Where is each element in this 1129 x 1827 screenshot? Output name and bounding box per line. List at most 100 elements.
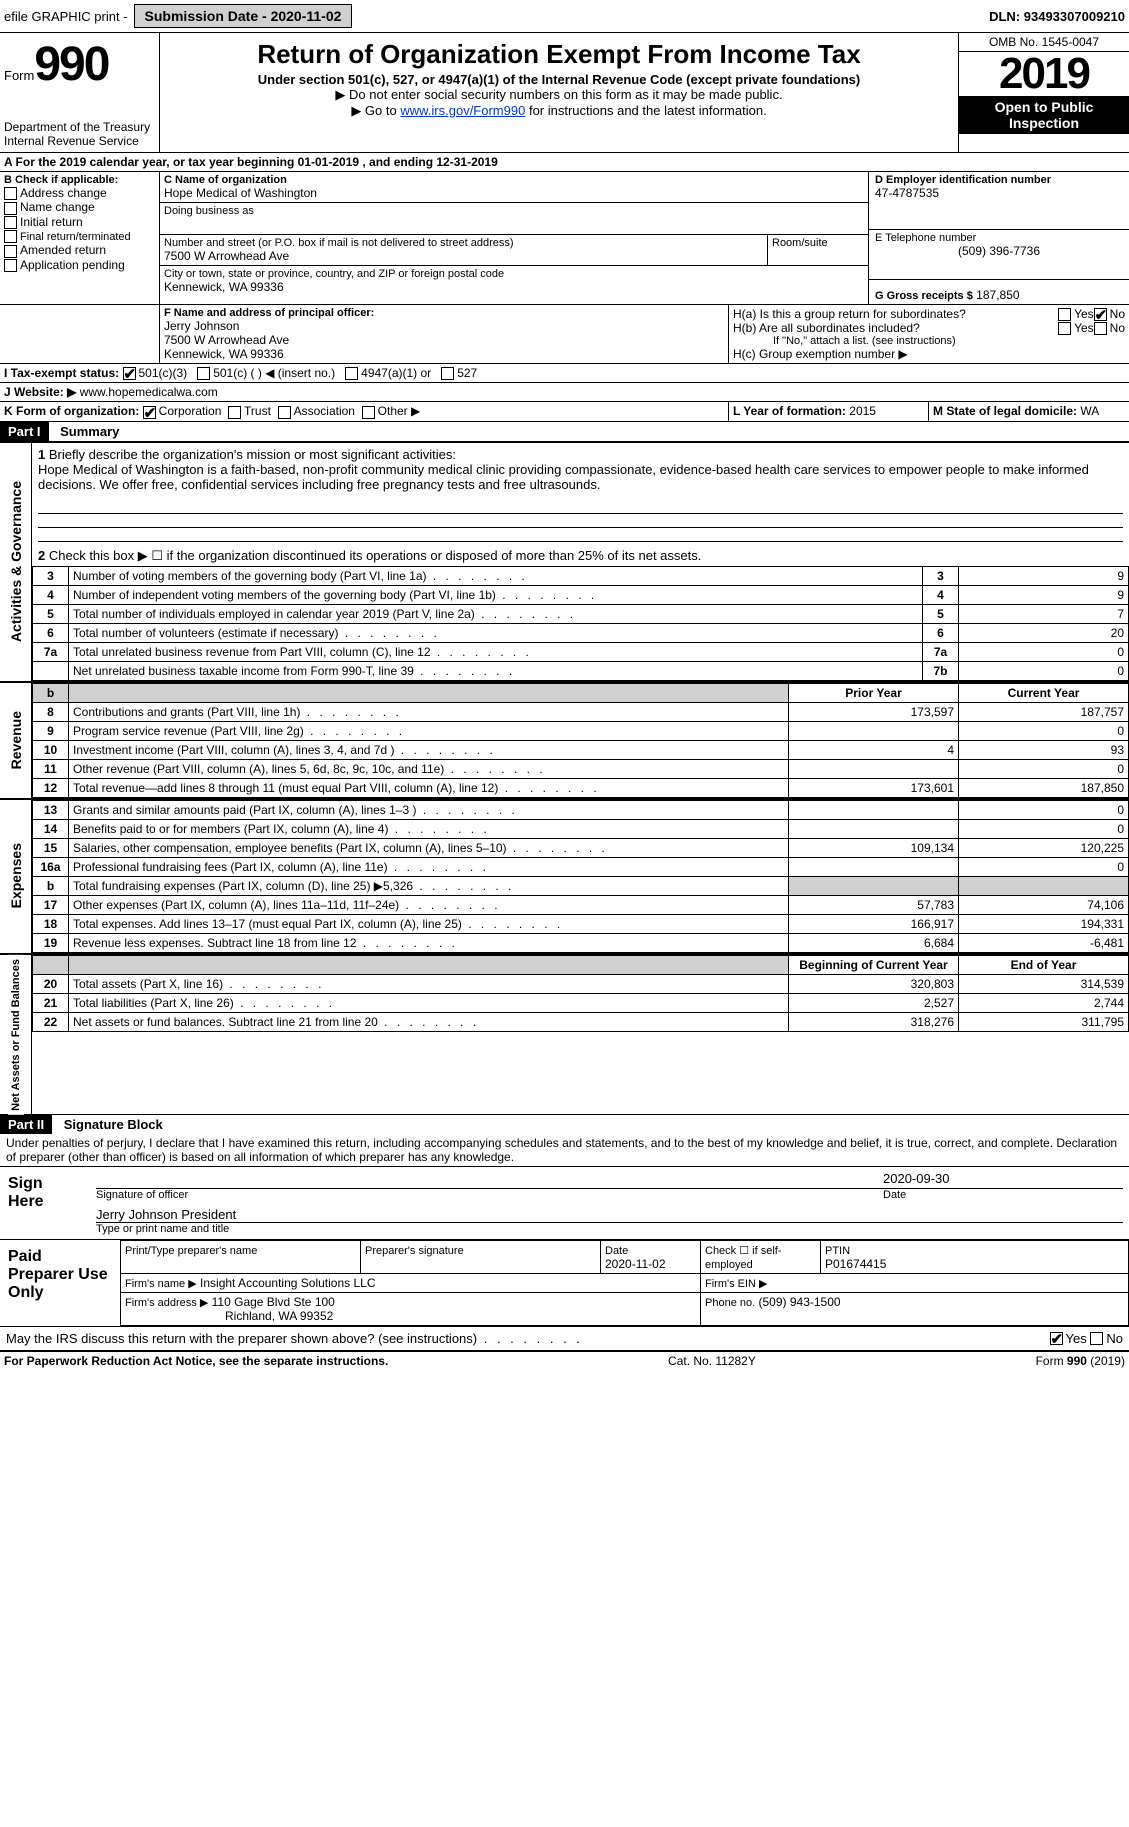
501c-checkbox[interactable] (197, 367, 210, 380)
form-title: Return of Organization Exempt From Incom… (166, 39, 952, 70)
footer-right: Form 990 (2019) (1036, 1354, 1125, 1368)
blank (69, 683, 789, 702)
corp-label: Corporation (159, 404, 222, 418)
dln-label: DLN: (989, 9, 1020, 24)
end-val: 311,795 (959, 1012, 1129, 1031)
form-subtitle: Under section 501(c), 527, or 4947(a)(1)… (166, 72, 952, 87)
name-change-checkbox[interactable] (4, 202, 17, 215)
trust-label: Trust (244, 404, 271, 418)
current-val: 187,850 (959, 778, 1129, 797)
row-label: Other revenue (Part VIII, column (A), li… (69, 759, 789, 778)
row-label: Net unrelated business taxable income fr… (69, 661, 923, 680)
fh-block: F Name and address of principal officer:… (0, 304, 1129, 363)
app-pending-checkbox[interactable] (4, 259, 17, 272)
527-checkbox[interactable] (441, 367, 454, 380)
ha-no-checkbox[interactable] (1094, 308, 1107, 321)
hint2-pre: ▶ Go to (351, 103, 400, 118)
row-label: Investment income (Part VIII, column (A)… (69, 740, 789, 759)
initial-return-checkbox[interactable] (4, 216, 17, 229)
exp-table: 13 Grants and similar amounts paid (Part… (32, 800, 1129, 953)
hb-yes: Yes (1074, 321, 1094, 335)
amended-label: Amended return (20, 243, 106, 257)
city-label: City or town, state or province, country… (164, 268, 864, 280)
row-num: b (33, 876, 69, 895)
other-checkbox[interactable] (362, 406, 375, 419)
addr-change-label: Address change (20, 186, 107, 200)
formation-value: 2015 (849, 404, 876, 418)
row-label: Grants and similar amounts paid (Part IX… (69, 800, 789, 819)
501c3-checkbox[interactable] (123, 367, 136, 380)
shade-cell (959, 876, 1129, 895)
row-label: Total fundraising expenses (Part IX, col… (69, 876, 789, 895)
box-b: B Check if applicable: Address change Na… (0, 172, 160, 304)
prior-val: 57,783 (789, 895, 959, 914)
ha-yes-checkbox[interactable] (1058, 308, 1071, 321)
end-val: 314,539 (959, 974, 1129, 993)
row-num (33, 661, 69, 680)
hb-no: No (1110, 321, 1125, 335)
discuss-yes-checkbox[interactable] (1050, 1332, 1063, 1345)
4947-label: 4947(a)(1) or (361, 366, 431, 380)
row-num: 9 (33, 721, 69, 740)
row-label: Total assets (Part X, line 16) (69, 974, 789, 993)
gov-table: 3 Number of voting members of the govern… (32, 566, 1129, 681)
final-return-checkbox[interactable] (4, 230, 17, 243)
prep-name-label: Print/Type preparer's name (125, 1245, 257, 1257)
line2-label: Check this box ▶ ☐ if the organization d… (49, 548, 702, 563)
discuss-yes: Yes (1066, 1331, 1087, 1346)
name-change-label: Name change (20, 200, 95, 214)
firm-addr2: Richland, WA 99352 (125, 1309, 333, 1323)
prior-val: 173,597 (789, 702, 959, 721)
row-num: 18 (33, 914, 69, 933)
current-val: 120,225 (959, 838, 1129, 857)
current-val: 0 (959, 721, 1129, 740)
header-right: OMB No. 1545-0047 2019 Open to Public In… (959, 33, 1129, 152)
hb-yes-checkbox[interactable] (1058, 322, 1071, 335)
assoc-checkbox[interactable] (278, 406, 291, 419)
current-val: 93 (959, 740, 1129, 759)
city-value: Kennewick, WA 99336 (164, 280, 864, 294)
row-val: 20 (959, 623, 1129, 642)
instructions-link[interactable]: www.irs.gov/Form990 (400, 103, 525, 118)
header-left: Form 990 Department of the Treasury Inte… (0, 33, 160, 152)
app-pending-label: Application pending (20, 258, 125, 272)
row-num: 22 (33, 1012, 69, 1031)
hb-no-checkbox[interactable] (1094, 322, 1107, 335)
hb-label: H(b) Are all subordinates included? (733, 321, 1058, 335)
501c3-label: 501(c)(3) (139, 366, 188, 380)
gov-vlabel: Activities & Governance (6, 477, 26, 646)
begin-val: 320,803 (789, 974, 959, 993)
row-num: 13 (33, 800, 69, 819)
row-num: 10 (33, 740, 69, 759)
prior-val (789, 857, 959, 876)
row-num: 21 (33, 993, 69, 1012)
officer-name: Jerry Johnson (164, 319, 724, 333)
row-label: Contributions and grants (Part VIII, lin… (69, 702, 789, 721)
hint-1: ▶ Do not enter social security numbers o… (166, 87, 952, 103)
trust-checkbox[interactable] (228, 406, 241, 419)
box-j: J Website: ▶ www.hopemedicalwa.com (0, 382, 1129, 401)
corp-checkbox[interactable] (143, 406, 156, 419)
row-label: Total revenue—add lines 8 through 11 (mu… (69, 778, 789, 797)
phone-label: E Telephone number (875, 232, 1123, 244)
row-num: 14 (33, 819, 69, 838)
bal-vlabel: Net Assets or Fund Balances (8, 955, 24, 1115)
part2-num: Part II (0, 1115, 52, 1134)
prior-val (789, 721, 959, 740)
ha-yes: Yes (1074, 307, 1094, 321)
hint-2: ▶ Go to www.irs.gov/Form990 for instruct… (166, 103, 952, 119)
form-word: Form (4, 68, 34, 83)
addr-change-checkbox[interactable] (4, 187, 17, 200)
officer-addr2: Kennewick, WA 99336 (164, 347, 724, 361)
current-val: 74,106 (959, 895, 1129, 914)
4947-checkbox[interactable] (345, 367, 358, 380)
discuss-no-checkbox[interactable] (1090, 1332, 1103, 1345)
dba-label: Doing business as (164, 205, 864, 217)
amended-checkbox[interactable] (4, 245, 17, 258)
submission-button[interactable]: Submission Date - 2020-11-02 (134, 4, 353, 28)
sig-date: 2020-09-30 (883, 1171, 1123, 1189)
begin-val: 318,276 (789, 1012, 959, 1031)
paid-table: Print/Type preparer's name Preparer's si… (120, 1240, 1129, 1326)
row-num: 6 (33, 623, 69, 642)
room-label: Room/suite (768, 235, 868, 265)
